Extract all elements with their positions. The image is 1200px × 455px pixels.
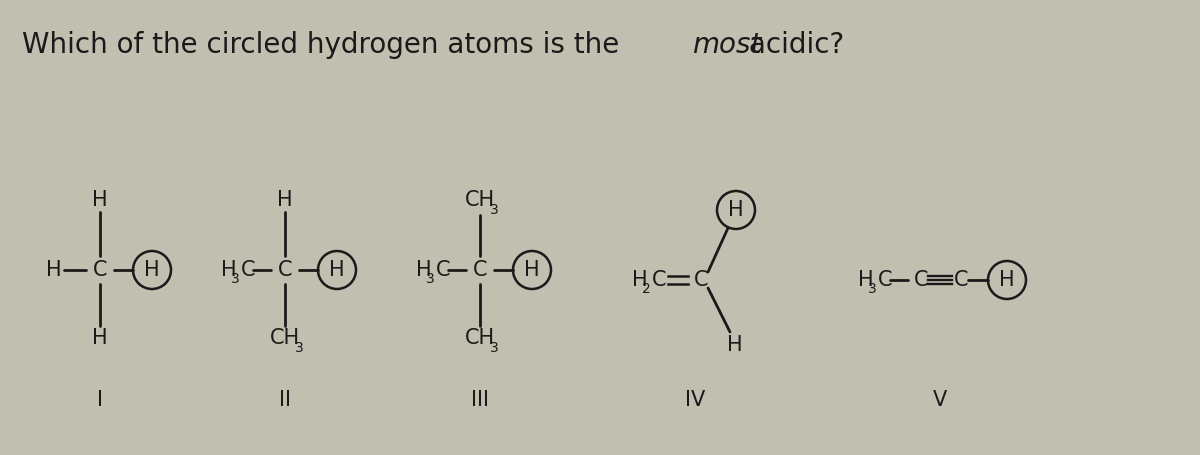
Text: 3: 3: [490, 203, 498, 217]
Text: C: C: [878, 270, 893, 290]
Text: II: II: [278, 390, 292, 410]
Text: C: C: [277, 260, 293, 280]
Text: 3: 3: [230, 272, 240, 286]
Text: H: H: [858, 270, 874, 290]
Text: C: C: [694, 270, 708, 290]
Text: H: H: [277, 190, 293, 210]
Text: IV: IV: [685, 390, 706, 410]
Text: H: H: [46, 260, 62, 280]
Text: H: H: [728, 200, 744, 220]
Text: CH: CH: [464, 190, 496, 210]
Text: CH: CH: [464, 328, 496, 348]
Text: V: V: [932, 390, 947, 410]
Text: 3: 3: [490, 341, 498, 355]
Text: C: C: [954, 270, 968, 290]
Text: C: C: [473, 260, 487, 280]
Text: III: III: [470, 390, 490, 410]
Text: H: H: [92, 190, 108, 210]
Text: H: H: [92, 328, 108, 348]
Text: CH: CH: [270, 328, 300, 348]
Text: H: H: [329, 260, 344, 280]
Text: C: C: [914, 270, 929, 290]
Text: H: H: [727, 335, 743, 355]
Text: most: most: [692, 31, 761, 59]
Text: 3: 3: [295, 341, 304, 355]
Text: H: H: [221, 260, 236, 280]
Text: H: H: [144, 260, 160, 280]
Text: C: C: [436, 260, 450, 280]
Text: C: C: [652, 270, 666, 290]
Text: 2: 2: [642, 282, 650, 296]
Text: 3: 3: [426, 272, 434, 286]
Text: Which of the circled hydrogen atoms is the: Which of the circled hydrogen atoms is t…: [22, 31, 628, 59]
Text: H: H: [632, 270, 648, 290]
Text: 3: 3: [868, 282, 877, 296]
Text: H: H: [1000, 270, 1015, 290]
Text: H: H: [416, 260, 432, 280]
Text: acidic?: acidic?: [740, 31, 845, 59]
Text: C: C: [92, 260, 107, 280]
Text: I: I: [97, 390, 103, 410]
Text: C: C: [241, 260, 256, 280]
Text: H: H: [524, 260, 540, 280]
